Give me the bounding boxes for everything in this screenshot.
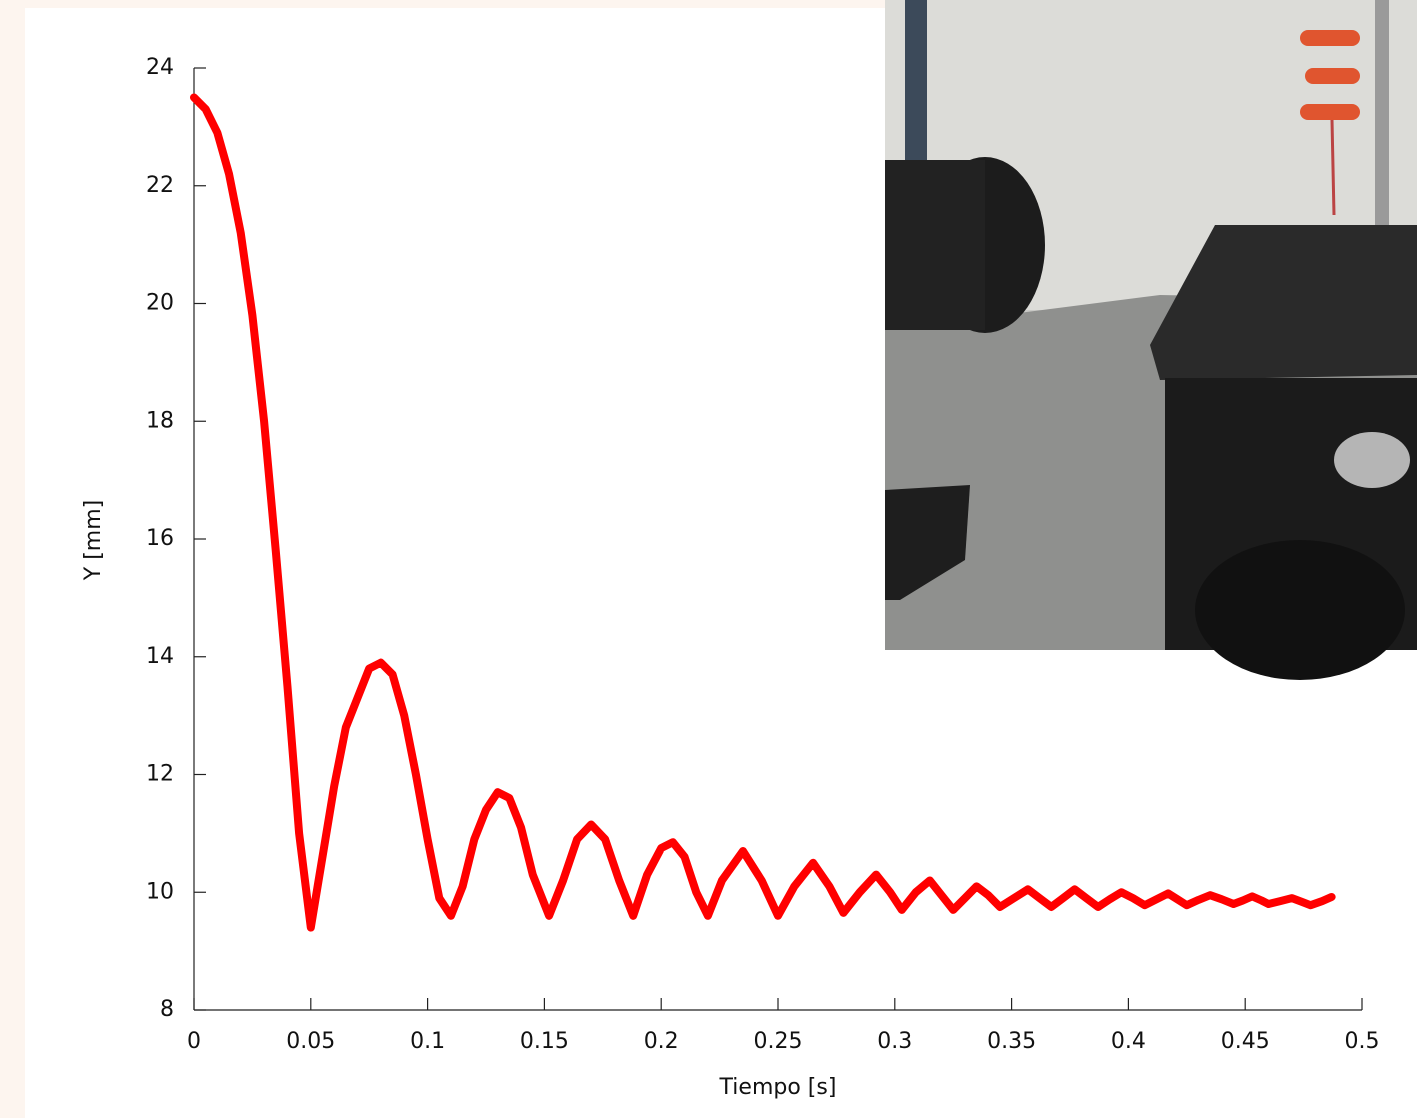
- y-tick-label: 16: [146, 526, 174, 551]
- y-tick-label: 12: [146, 762, 174, 787]
- photo-knob: [1195, 540, 1405, 680]
- x-tick-label: 0.2: [644, 1029, 679, 1054]
- x-tick-label: 0.1: [410, 1029, 445, 1054]
- x-tick-label: 0: [187, 1029, 201, 1054]
- x-tick-label: 0.05: [286, 1029, 335, 1054]
- photo-needle: [1330, 119, 1336, 216]
- photo-post: [905, 0, 927, 170]
- photo-inset: [885, 0, 1417, 680]
- x-tick-label: 0.35: [987, 1029, 1036, 1054]
- y-tick-label: 20: [146, 291, 174, 316]
- x-axis-label: Tiempo [s]: [719, 1075, 837, 1100]
- x-tick-label: 0.15: [520, 1029, 569, 1054]
- photo-camera: [885, 160, 985, 330]
- y-tick-label: 8: [160, 997, 174, 1022]
- photo-clamp: [1305, 68, 1360, 84]
- x-tick-label: 0.5: [1345, 1029, 1380, 1054]
- y-tick-label: 18: [146, 408, 174, 433]
- y-tick-label: 10: [146, 879, 174, 904]
- data-line: [190, 93, 1336, 932]
- y-tick-label: 14: [146, 644, 174, 669]
- y-tick-label: 24: [146, 55, 174, 80]
- x-tick-label: 0.45: [1221, 1029, 1270, 1054]
- x-tick-label: 0.3: [877, 1029, 912, 1054]
- x-tick-label: 0.25: [754, 1029, 803, 1054]
- photo-clamp: [1300, 104, 1360, 120]
- photo-rod: [1375, 0, 1389, 230]
- y-tick-label: 22: [146, 173, 174, 198]
- x-tick-label: 0.4: [1111, 1029, 1146, 1054]
- photo-holder: [885, 485, 970, 600]
- photo-micrometer: [1334, 432, 1410, 488]
- photo-stage-top: [1150, 225, 1417, 380]
- y-axis-label: Y [mm]: [81, 500, 106, 581]
- photo-clamp: [1300, 30, 1360, 46]
